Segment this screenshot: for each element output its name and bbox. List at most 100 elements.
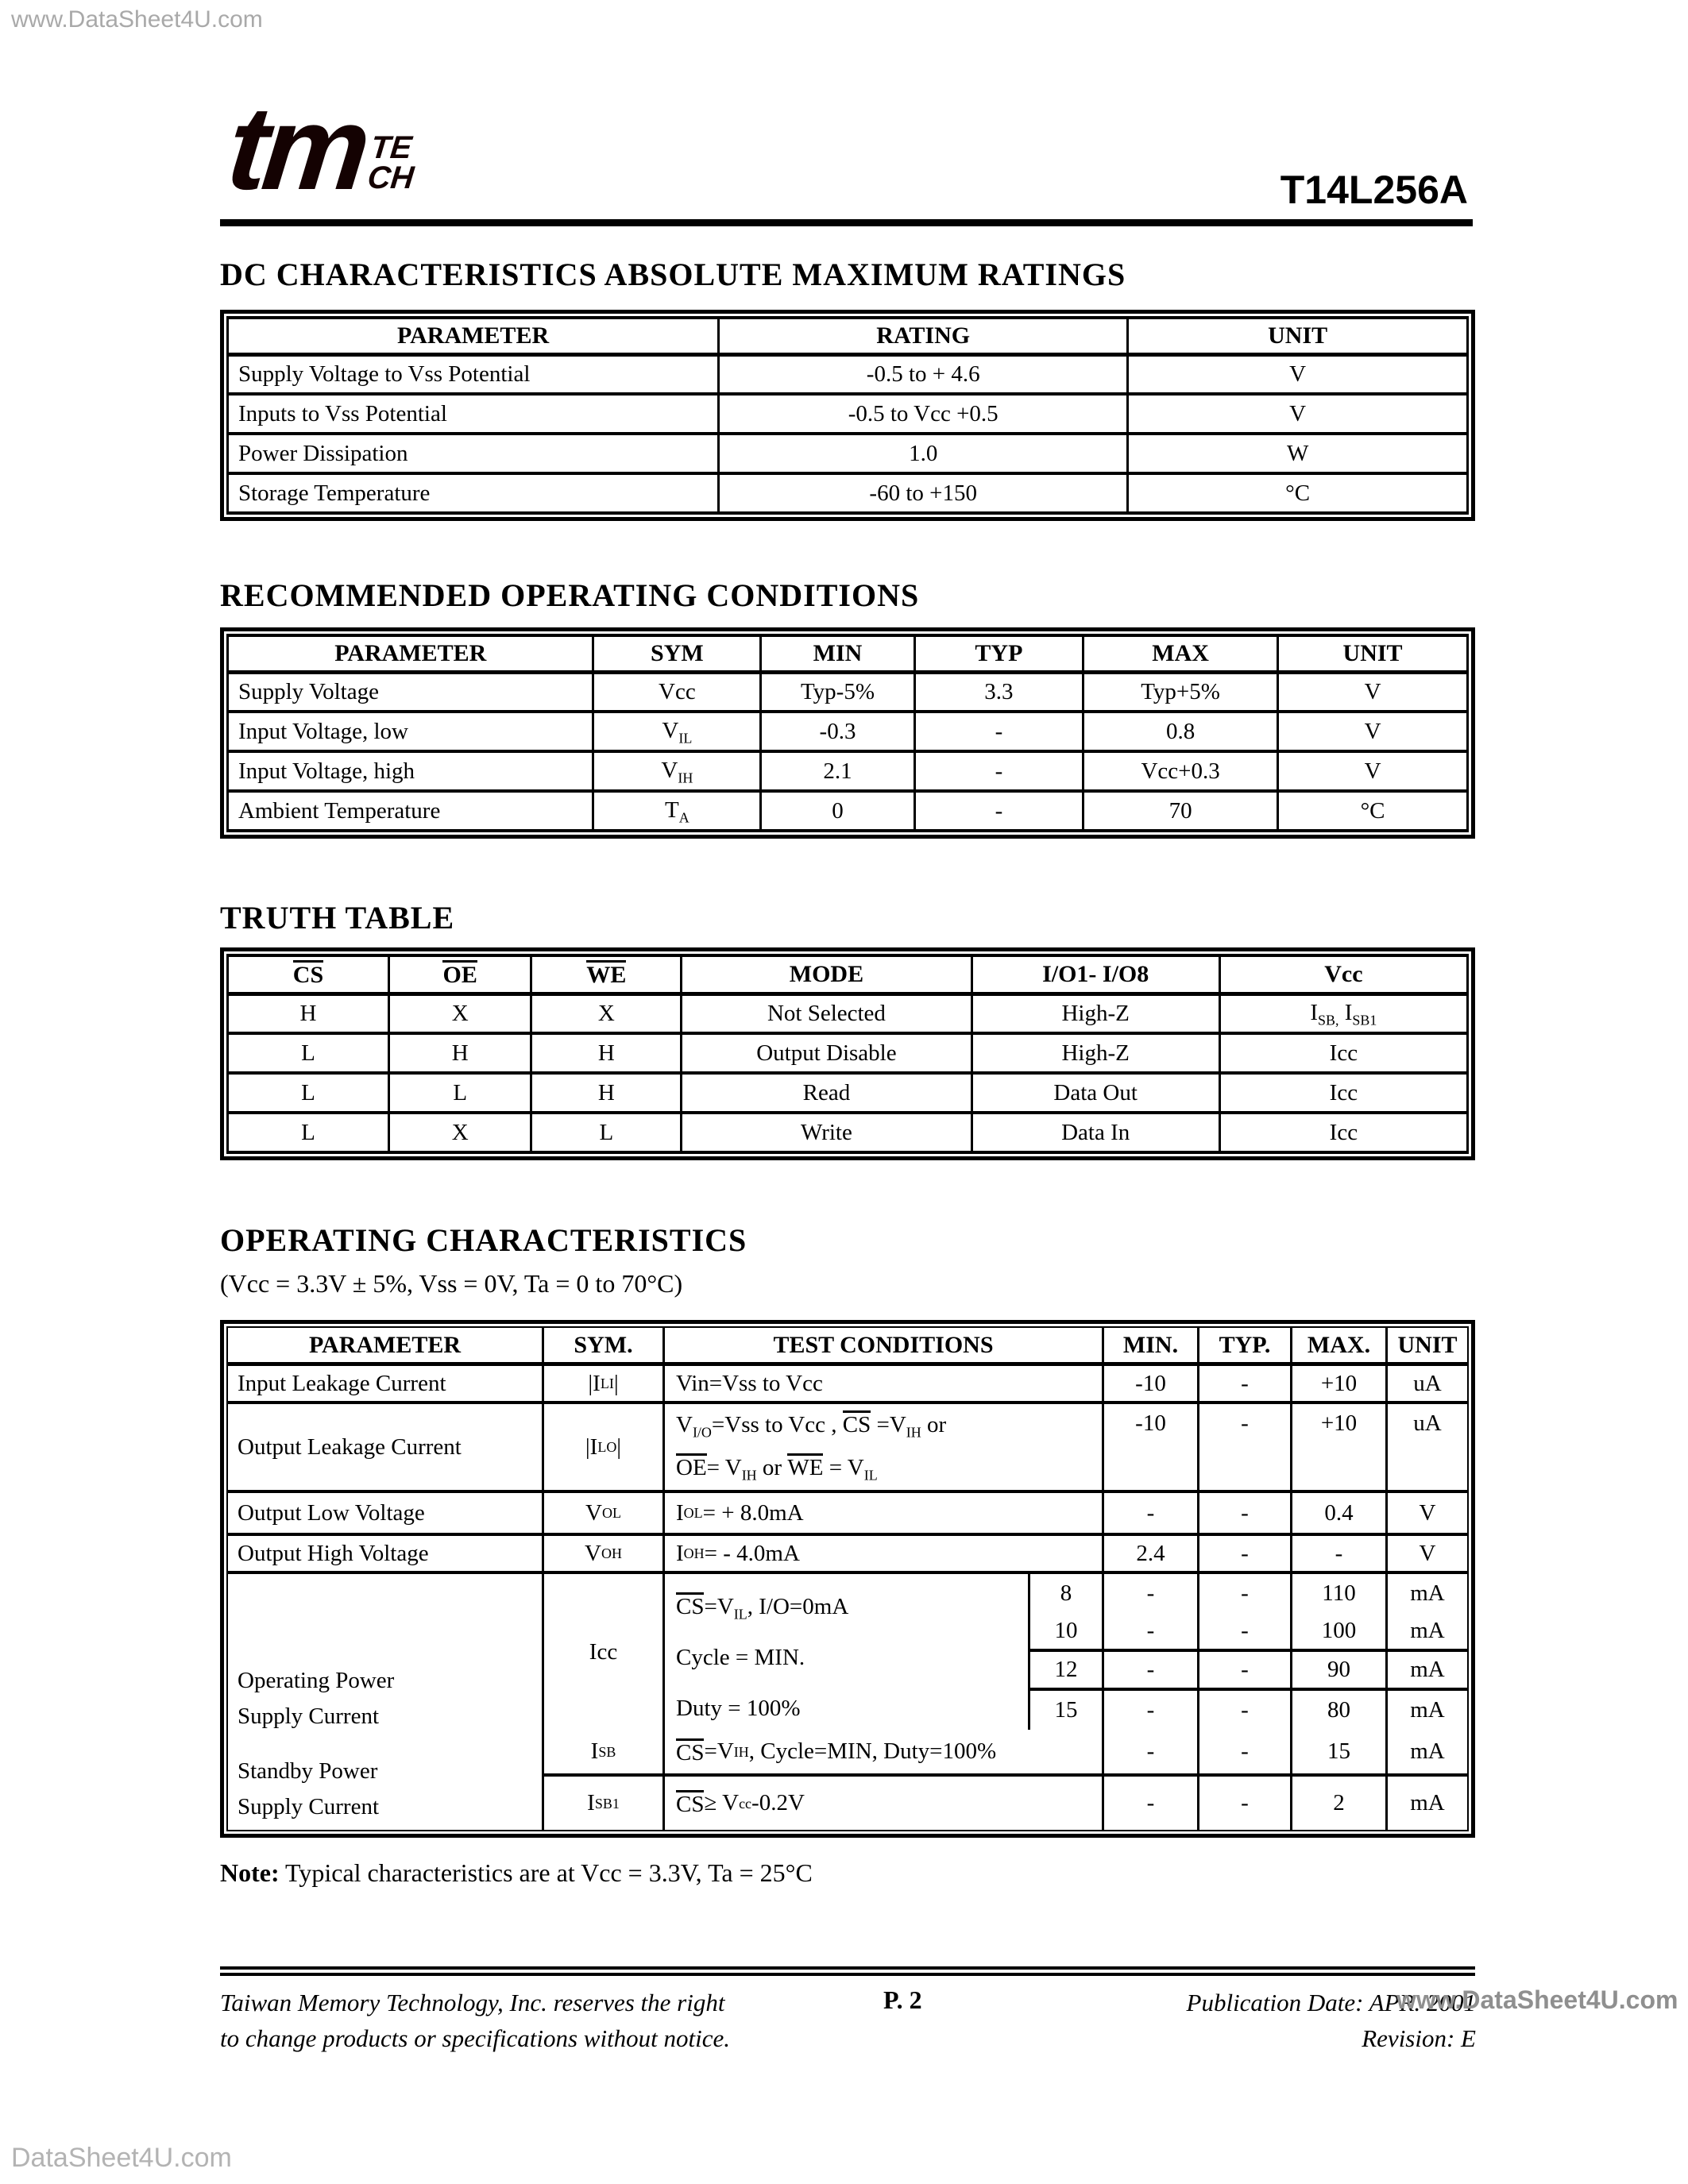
formula-line: Duty = 100% [676, 1695, 801, 1721]
col-header: TYP [913, 634, 1085, 674]
cell-cs: L [226, 1111, 390, 1154]
section-title-opchar: OPERATING CHARACTERISTICS [220, 1222, 747, 1258]
section-title-roc: RECOMMENDED OPERATING CONDITIONS [220, 577, 920, 613]
table-header-row: PARAMETER SYM MIN TYP MAX UNIT [226, 634, 1469, 674]
cell-sym-icc: Icc [544, 1574, 665, 1730]
param-standby: Standby Power Supply Current [238, 1754, 379, 1825]
watermark-bottom: DataSheet4U.com [11, 2143, 232, 2173]
cell-unit: °C [1126, 472, 1469, 515]
col-header: UNIT [1388, 1328, 1467, 1366]
cell-speed: 12 [1030, 1652, 1104, 1691]
cell-unit: mA [1388, 1652, 1467, 1691]
cell-rating: -60 to +150 [717, 472, 1130, 515]
cell-oe: X [387, 992, 533, 1035]
col-header: MIN. [1104, 1328, 1199, 1366]
cell-sym: V OL [544, 1493, 665, 1536]
section-title-truth: TRUTH TABLE [220, 900, 455, 936]
cell-min: Typ-5% [759, 670, 916, 713]
note: Note: Typical characteristics are at Vcc… [220, 1858, 813, 1888]
publication-date: Publication Date: APR. 2001 [1186, 1989, 1476, 2016]
cell-typ: 3.3 [913, 670, 1085, 713]
cell-cs: L [226, 1071, 390, 1114]
cell-parameter: Output Low Voltage [228, 1493, 544, 1536]
col-header-vcc: Vcc [1218, 954, 1470, 996]
footer-publication: Publication Date: APR. 2001 Revision: E [1187, 1985, 1476, 2057]
cell-max: +10 [1292, 1404, 1388, 1493]
param-line: Supply Current [238, 1703, 380, 1729]
cell-we: X [530, 992, 683, 1035]
col-header-mode: MODE [680, 954, 973, 996]
cell-sym-isb: I SB [544, 1730, 665, 1777]
cell-unit: °C [1277, 789, 1469, 832]
cell-max: 15 [1292, 1730, 1388, 1777]
col-header: PARAMETER [226, 634, 595, 674]
cell-min: - [1104, 1730, 1199, 1777]
header-rule [220, 219, 1473, 226]
cell-speed: 8 [1030, 1574, 1104, 1613]
cell-sym-isb1: I SB1 [544, 1777, 665, 1830]
cell-max: - [1292, 1536, 1388, 1574]
cell-cs: H [226, 992, 390, 1035]
cell-min: 2.4 [1104, 1536, 1199, 1574]
cell-typ: - [1199, 1536, 1292, 1574]
cell-oe: X [387, 1111, 533, 1154]
cell-typ: - [1199, 1691, 1292, 1730]
cell-max: Typ+5% [1082, 670, 1280, 713]
logo-tech-text: TE CH [366, 130, 419, 195]
cell-parameter: Ambient Temperature [226, 789, 595, 832]
cell-unit: V [1277, 710, 1469, 753]
footer-disclaimer-line1: Taiwan Memory Technology, Inc. reserves … [220, 1989, 725, 2016]
opchar-conditions: (Vcc = 3.3V ± 5%, Vss = 0V, Ta = 0 to 70… [220, 1269, 683, 1298]
cell-parameter: Output High Voltage [228, 1536, 544, 1574]
cell-test-conditions: I OH = - 4.0mA [665, 1536, 1104, 1574]
cell-max: 0.4 [1292, 1493, 1388, 1536]
cell-min: - [1104, 1777, 1199, 1830]
page-number: P. 2 [883, 1985, 922, 2014]
cell-mode: Read [680, 1071, 973, 1114]
cell-min: - [1104, 1574, 1199, 1613]
cell-vcc: Icc [1218, 1032, 1470, 1075]
cell-min: -0.3 [759, 710, 916, 753]
table-dc-abs-max: PARAMETER RATING UNIT Supply Voltage to … [220, 310, 1475, 521]
note-label: Note: [220, 1858, 280, 1887]
cell-min: - [1104, 1613, 1199, 1652]
cell-typ: - [1199, 1404, 1292, 1493]
cell-oe: L [387, 1071, 533, 1114]
cell-typ: - [1199, 1777, 1292, 1830]
cell-speed: 15 [1030, 1691, 1104, 1730]
watermark-footer: www.DataSheet4U.com [1396, 1985, 1678, 2014]
cell-parameter: Inputs to Vss Potential [226, 392, 720, 435]
cell-parameter: Input Leakage Current [228, 1366, 544, 1404]
footer-disclaimer-line2: to change products or specifications wit… [220, 2024, 731, 2052]
cell-we: H [530, 1071, 683, 1114]
logo-te: TE [369, 130, 414, 165]
cell-unit: uA [1388, 1366, 1467, 1404]
table-row: Inputs to Vss Potential -0.5 to Vcc +0.5… [226, 392, 1469, 435]
col-header: RATING [717, 316, 1130, 357]
cell-typ: - [1199, 1574, 1292, 1613]
cell-vcc: Icc [1218, 1111, 1470, 1154]
formula-line: VI/O=Vss to Vcc , CS =VIH or [676, 1410, 947, 1441]
col-header-io: I/O1- I/O8 [970, 954, 1221, 996]
cell-io: High-Z [970, 992, 1221, 1035]
cell-io: Data Out [970, 1071, 1221, 1114]
param-operating: Operating Power Supply Current [238, 1663, 394, 1734]
col-header-oe: OE [387, 954, 533, 996]
cell-unit: mA [1388, 1613, 1467, 1652]
section-title-dc: DC CHARACTERISTICS ABSOLUTE MAXIMUM RATI… [220, 257, 1126, 292]
col-header: MIN [759, 634, 916, 674]
col-header: SYM. [544, 1328, 665, 1366]
cell-unit: V [1126, 392, 1469, 435]
cell-io: Data In [970, 1111, 1221, 1154]
cell-vcc: Icc [1218, 1071, 1470, 1114]
cell-max: 2 [1292, 1777, 1388, 1830]
cell-test-conditions: Vin=Vss to Vcc [665, 1366, 1104, 1404]
cell-parameter: Output Leakage Current [228, 1404, 544, 1493]
table-recommended-conditions: PARAMETER SYM MIN TYP MAX UNIT Supply Vo… [220, 627, 1475, 839]
col-header: PARAMETER [228, 1328, 544, 1366]
cell-min: - [1104, 1493, 1199, 1536]
cell-rating: 1.0 [717, 432, 1130, 475]
table-operating-characteristics: PARAMETER SYM. TEST CONDITIONS MIN. TYP.… [220, 1320, 1475, 1838]
table-header-row: PARAMETER RATING UNIT [226, 316, 1469, 357]
